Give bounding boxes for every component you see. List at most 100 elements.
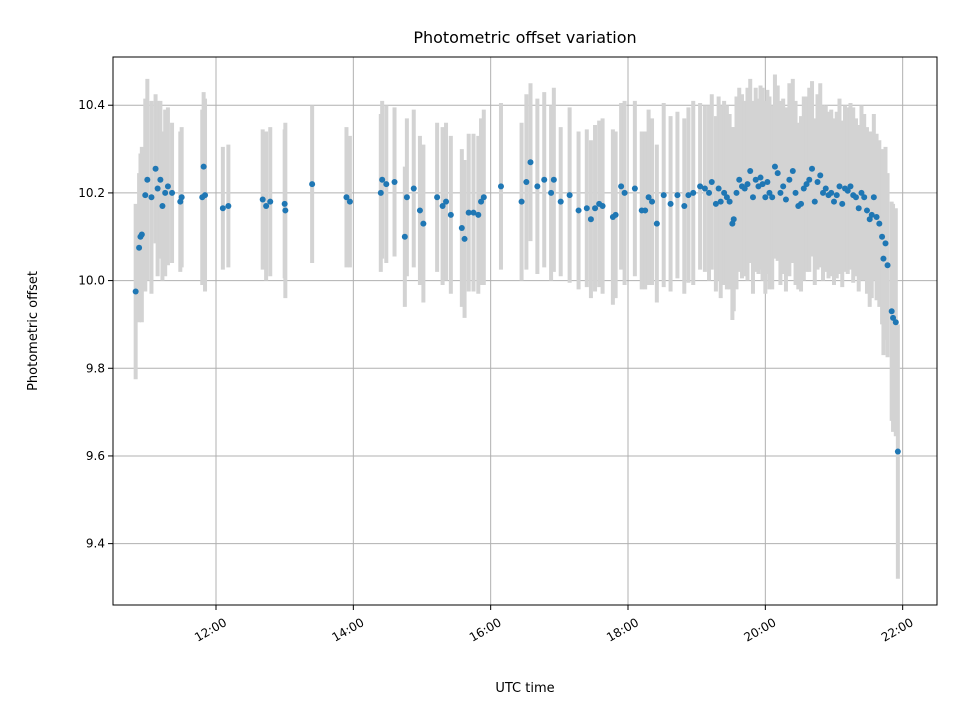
data-point: [420, 220, 427, 227]
data-point: [777, 189, 784, 196]
data-point: [831, 198, 837, 205]
y-tick-label: 9.6: [86, 449, 105, 463]
data-point: [612, 211, 619, 218]
data-point: [621, 189, 628, 196]
data-point: [730, 216, 737, 223]
data-point: [548, 189, 555, 196]
data-point: [852, 194, 859, 201]
data-point: [809, 165, 816, 172]
data-point: [523, 178, 530, 185]
data-point: [132, 288, 139, 295]
data-points: [132, 159, 901, 455]
data-point: [892, 319, 899, 326]
data-point: [888, 308, 895, 315]
data-point: [786, 176, 793, 183]
data-point: [764, 178, 771, 185]
data-point: [789, 167, 796, 174]
data-point: [152, 165, 159, 172]
data-point: [736, 176, 743, 183]
data-point: [792, 189, 799, 196]
data-point: [806, 176, 813, 183]
data-point: [757, 174, 764, 181]
data-point: [164, 183, 171, 190]
data-point: [847, 183, 854, 190]
data-point: [541, 176, 548, 183]
data-point: [822, 185, 829, 192]
data-point: [391, 178, 398, 185]
data-point: [712, 200, 719, 207]
data-point: [518, 198, 525, 205]
data-point: [747, 167, 754, 174]
data-point: [642, 207, 649, 214]
data-point: [782, 196, 789, 203]
data-point: [894, 448, 901, 455]
data-point: [377, 189, 384, 196]
data-point: [800, 185, 807, 192]
data-point: [439, 203, 446, 210]
data-point: [717, 198, 724, 205]
data-point: [434, 194, 441, 201]
data-point: [674, 192, 681, 199]
data-point: [685, 192, 692, 199]
data-point: [863, 207, 870, 214]
data-point: [759, 181, 766, 188]
y-tick-label: 10.0: [78, 274, 105, 288]
data-point: [780, 183, 787, 190]
data-point: [681, 203, 688, 210]
data-point: [178, 194, 185, 201]
y-tick-label: 10.4: [78, 98, 105, 112]
data-point: [410, 185, 417, 192]
data-point: [159, 203, 166, 210]
data-point: [803, 181, 810, 188]
data-point: [583, 205, 590, 212]
data-point: [855, 205, 862, 212]
data-point: [744, 181, 751, 188]
data-point: [403, 194, 410, 201]
y-tick-label: 9.4: [86, 537, 105, 551]
data-point: [144, 176, 151, 183]
data-point: [706, 189, 713, 196]
data-point: [443, 198, 450, 205]
data-point: [282, 207, 289, 214]
data-point: [828, 189, 835, 196]
data-point: [839, 200, 846, 207]
data-point: [343, 194, 350, 201]
chart-title: Photometric offset variation: [413, 28, 636, 47]
data-point: [879, 233, 886, 240]
data-point: [379, 176, 386, 183]
data-point: [766, 189, 773, 196]
data-point: [259, 196, 266, 203]
data-point: [667, 200, 674, 207]
data-point: [814, 178, 821, 185]
data-point: [416, 207, 423, 214]
y-axis-label: Photometric offset: [26, 271, 41, 391]
data-point: [169, 189, 176, 196]
data-point: [708, 178, 715, 185]
plot-frame: [112, 56, 938, 606]
data-point: [890, 314, 897, 321]
data-point: [741, 185, 748, 192]
data-point: [447, 211, 454, 218]
data-point: [200, 163, 207, 170]
data-point: [836, 183, 843, 190]
data-point: [142, 192, 149, 199]
data-point: [157, 176, 164, 183]
data-point: [876, 220, 883, 227]
data-point: [726, 198, 733, 205]
data-point: [631, 185, 638, 192]
data-point: [202, 192, 209, 199]
y-axis: 9.4 9.6 9.8 10.0 10.2 10.4: [78, 98, 113, 551]
data-point: [478, 198, 485, 205]
data-point: [880, 255, 887, 262]
data-point: [136, 244, 143, 251]
data-point: [309, 181, 316, 188]
data-point: [219, 205, 226, 212]
data-point: [649, 198, 656, 205]
data-point: [762, 194, 769, 201]
data-point: [383, 181, 390, 188]
data-point: [820, 189, 827, 196]
data-point: [723, 194, 730, 201]
data-point: [225, 203, 232, 210]
data-point: [592, 205, 599, 212]
